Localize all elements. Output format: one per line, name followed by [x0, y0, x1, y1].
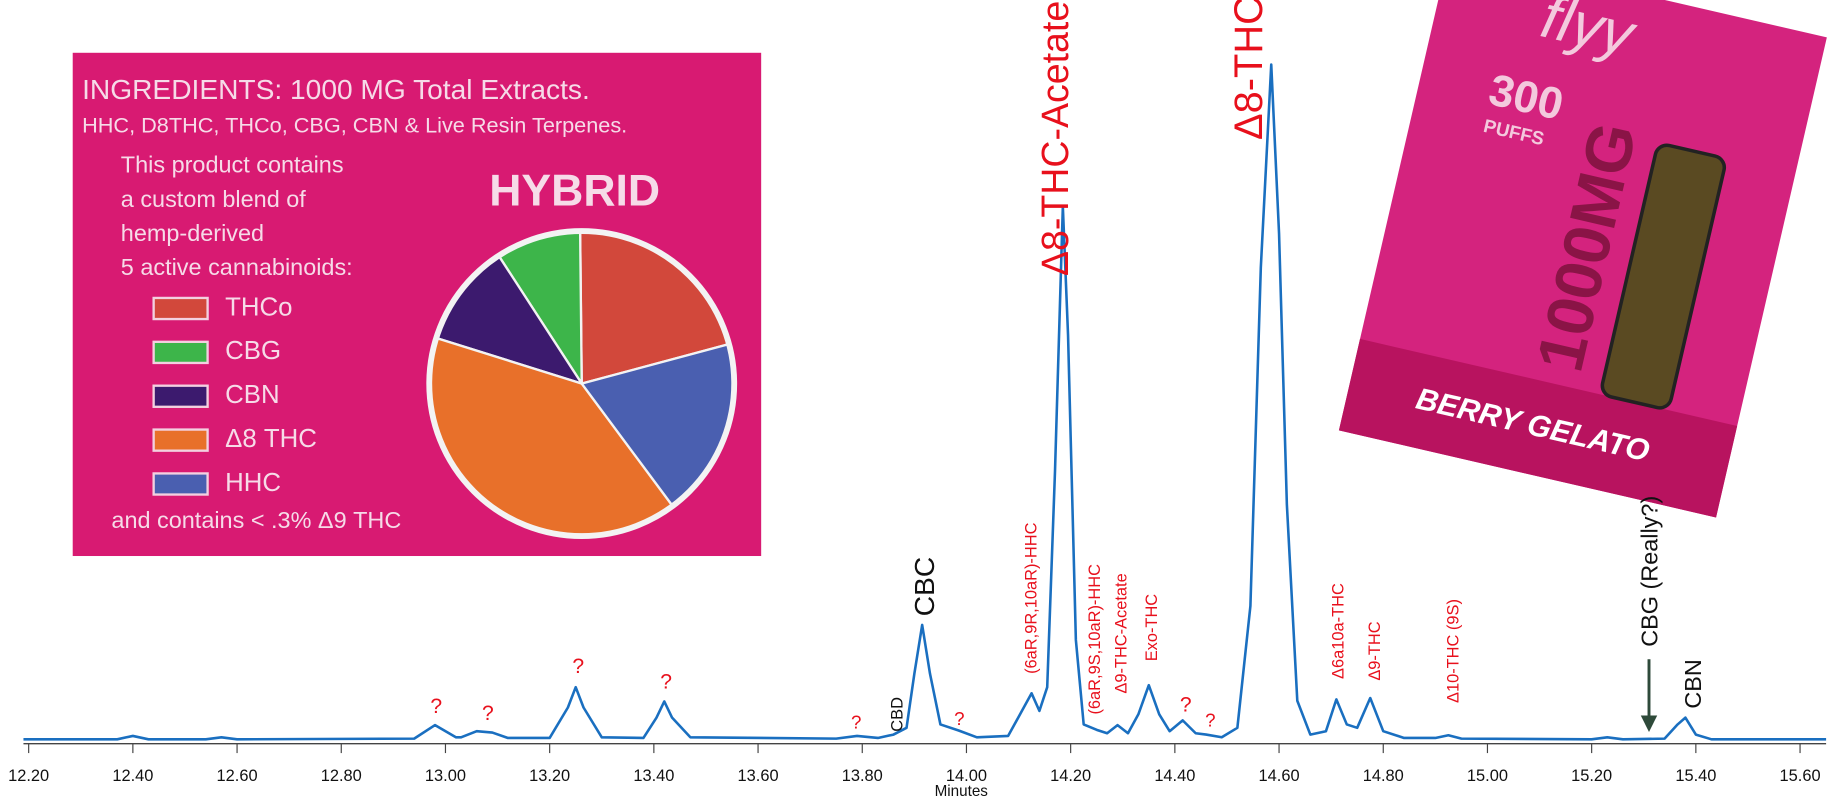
- x-tick-label: 12.40: [112, 767, 153, 785]
- peak-label: ?: [851, 712, 861, 733]
- peak-label: ?: [954, 708, 964, 729]
- pie-chart: THCo CBG CBN Δ8 THC HHC: [152, 228, 738, 540]
- legend-swatch: [152, 428, 209, 452]
- peak-label: Δ9-THC-Acetate: [1113, 573, 1131, 693]
- pie-rim: [426, 228, 738, 540]
- x-tick-label: 14.40: [1154, 767, 1195, 785]
- x-tick-label: 12.20: [8, 767, 49, 785]
- x-axis-title: Minutes: [935, 783, 989, 800]
- x-tick-label: 13.00: [425, 767, 466, 785]
- x-tick-label: 13.80: [842, 767, 883, 785]
- pie-title: HYBRID: [489, 166, 660, 215]
- panel-description: 5 active cannabinoids:: [121, 254, 353, 280]
- x-tick-label: 13.40: [633, 767, 674, 785]
- peak-label: Δ6a10a-THC: [1330, 583, 1348, 679]
- peak-label: CBN: [1680, 659, 1706, 708]
- chromatogram: 12.20 12.40 12.60 12.80 13.00 13.20 13.40 13.60…: [8, 0, 1827, 800]
- peak-label: (6aR,9R,10aR)-HHC: [1022, 522, 1040, 674]
- trace-line: [23, 63, 1827, 741]
- legend-label: THCo: [225, 293, 292, 321]
- peak-label: ?: [430, 695, 442, 718]
- cbg-arrow: [1640, 659, 1658, 732]
- peak-label: CBC: [909, 557, 940, 616]
- peak-label: ?: [1205, 709, 1215, 730]
- peak-label: Δ8-THC: [1227, 0, 1271, 140]
- peak-label: CBG (Really?): [1637, 496, 1663, 647]
- peak-label: ?: [482, 702, 494, 725]
- panel-description: This product contains: [121, 152, 344, 178]
- peak-label: ?: [572, 655, 584, 678]
- x-tick-label: 13.60: [738, 767, 779, 785]
- peak-label: Exo-THC: [1143, 594, 1161, 662]
- x-tick-label: 14.60: [1259, 767, 1300, 785]
- legend-swatch: [152, 296, 209, 321]
- peak-label: Δ10-THC (9S): [1445, 599, 1463, 703]
- x-tick-label: 15.60: [1780, 767, 1821, 785]
- panel-description: hemp-derived: [121, 220, 264, 246]
- x-tick-label: 12.60: [217, 767, 258, 785]
- legend-label: Δ8 THC: [225, 425, 317, 453]
- legend-label: CBG: [225, 337, 281, 365]
- peak-label: Δ9-THC: [1366, 621, 1384, 680]
- peak-label: Δ8-THC-Acetate: [1034, 1, 1076, 276]
- x-tick-label: 12.80: [321, 767, 362, 785]
- panel-heading: INGREDIENTS: 1000 MG Total Extracts.: [82, 74, 590, 105]
- x-tick-label: 14.00: [946, 767, 987, 785]
- legend-label: CBN: [225, 381, 279, 409]
- legend-swatch: [152, 472, 209, 496]
- panel-description: a custom blend of: [121, 186, 306, 212]
- legend-swatch: [152, 340, 209, 365]
- panel-footnote: and contains < .3% Δ9 THC: [111, 507, 401, 533]
- x-tick-label: 14.80: [1363, 767, 1404, 785]
- arrow-head: [1640, 715, 1658, 732]
- cartridge: [1600, 143, 1727, 410]
- peak-label: CBD: [889, 697, 907, 732]
- peak-label: ?: [660, 670, 672, 693]
- legend-label: HHC: [225, 469, 281, 497]
- peak-label: (6aR,9S,10aR)-HHC: [1086, 564, 1104, 715]
- peak-label: ?: [1180, 694, 1192, 717]
- x-tick-label: 15.20: [1571, 767, 1612, 785]
- legend-swatch: [152, 384, 209, 408]
- x-tick-label: 15.40: [1675, 767, 1716, 785]
- product-box: flyy 300 PUFFS 1000MG BERRY GELATO: [1338, 0, 1827, 518]
- panel-subheading: HHC, D8THC, THCo, CBG, CBN & Live Resin …: [82, 112, 627, 137]
- box-band: [1338, 338, 1738, 518]
- x-tick-label: 13.20: [529, 767, 570, 785]
- x-tick-label: 15.00: [1467, 767, 1508, 785]
- x-tick-label: 14.20: [1050, 767, 1091, 785]
